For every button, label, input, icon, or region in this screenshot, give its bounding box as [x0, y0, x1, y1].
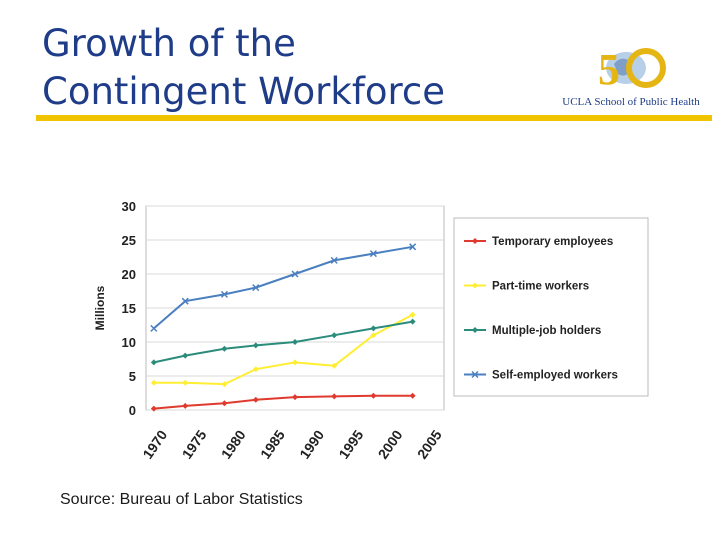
y-tick-label-25: 25 [122, 233, 136, 248]
legend-marker-3 [471, 370, 479, 379]
legend-label-0: Temporary employees [492, 236, 613, 248]
series-2-point-0 [150, 359, 157, 366]
series-1-point-1 [182, 379, 189, 386]
series-line-0 [153, 394, 413, 410]
series-0-point-2 [221, 400, 228, 407]
legend-label-3: Self-employed workers [492, 370, 618, 382]
x-tick-label-1985: 1985 [257, 427, 288, 462]
ucla-public-health-logo: 5 UCLA School of Public Health [558, 44, 704, 112]
source-note: Source: Bureau of Labor Statistics [60, 491, 303, 508]
series-2-point-3 [252, 342, 259, 349]
series-1-point-5 [331, 362, 338, 369]
slide-title-line1: Growth of the [42, 22, 296, 65]
series-3-point-4 [291, 270, 299, 278]
x-tick-label-1980: 1980 [218, 427, 249, 462]
series-2-point-2 [221, 345, 228, 352]
x-tick-label-1990: 1990 [296, 427, 327, 462]
series-0-point-3 [252, 396, 259, 403]
series-3-point-6 [369, 250, 377, 258]
series-3-point-0 [150, 324, 158, 332]
series-1-point-0 [150, 379, 157, 386]
x-tick-label-1970: 1970 [139, 427, 170, 462]
legend-marker-0 [472, 238, 478, 244]
series-2-point-5 [331, 332, 338, 339]
series-0-point-6 [370, 392, 377, 399]
series-2-point-1 [182, 352, 189, 359]
line-chart: 0 5 10 15 20 25 30 1970 1975 1980 1985 1990 1995 2000… [93, 199, 649, 462]
legend-box [453, 217, 649, 397]
series-line-3 [153, 245, 413, 330]
svg-text:5: 5 [598, 45, 620, 94]
y-tick-label-10: 10 [122, 335, 136, 350]
title-underline [36, 115, 712, 121]
slide-title-line2: Contingent Workforce [42, 70, 445, 113]
legend-marker-2 [472, 327, 478, 333]
legend-label-2: Multiple-job holders [492, 325, 601, 337]
series-3-point-3 [252, 284, 260, 292]
y-tick-label-5: 5 [129, 369, 136, 384]
series-0-point-7 [409, 392, 416, 399]
x-tick-label-2005: 2005 [414, 427, 445, 462]
x-tick-label-1975: 1975 [179, 427, 210, 462]
series-line-2 [153, 320, 413, 364]
x-tick-label-2000: 2000 [375, 427, 406, 462]
y-tick-label-30: 30 [122, 199, 136, 214]
logo-emblem-icon: 5 [598, 45, 666, 94]
series-2-point-6 [370, 325, 377, 332]
series-0-point-5 [331, 393, 338, 400]
y-tick-label-15: 15 [122, 301, 136, 316]
series-3-point-5 [330, 256, 338, 264]
series-1-point-4 [292, 359, 298, 366]
series-0-point-1 [182, 402, 189, 409]
logo-text: UCLA School of Public Health [562, 96, 700, 108]
series-1-point-2 [221, 381, 228, 388]
legend-marker-1 [472, 282, 478, 289]
series-1-point-6 [370, 332, 377, 339]
series-1-point-7 [409, 311, 416, 318]
legend-label-1: Part-time workers [492, 281, 589, 293]
slide-title: Growth of the Contingent Workforce [42, 20, 445, 116]
series-line-1 [153, 313, 414, 386]
series-0-point-4 [292, 394, 298, 401]
y-tick-label-0: 0 [129, 403, 136, 418]
series-3-point-2 [220, 290, 228, 298]
x-tick-label-1995: 1995 [335, 427, 366, 462]
series-2-point-4 [292, 339, 298, 345]
series-0-point-0 [150, 405, 157, 412]
y-axis-label: Millions [93, 285, 107, 330]
series-3-point-1 [181, 297, 189, 305]
series-1-point-3 [252, 366, 259, 373]
series-3-point-7 [409, 243, 417, 251]
y-tick-label-20: 20 [122, 267, 136, 282]
series-2-point-7 [409, 318, 416, 325]
